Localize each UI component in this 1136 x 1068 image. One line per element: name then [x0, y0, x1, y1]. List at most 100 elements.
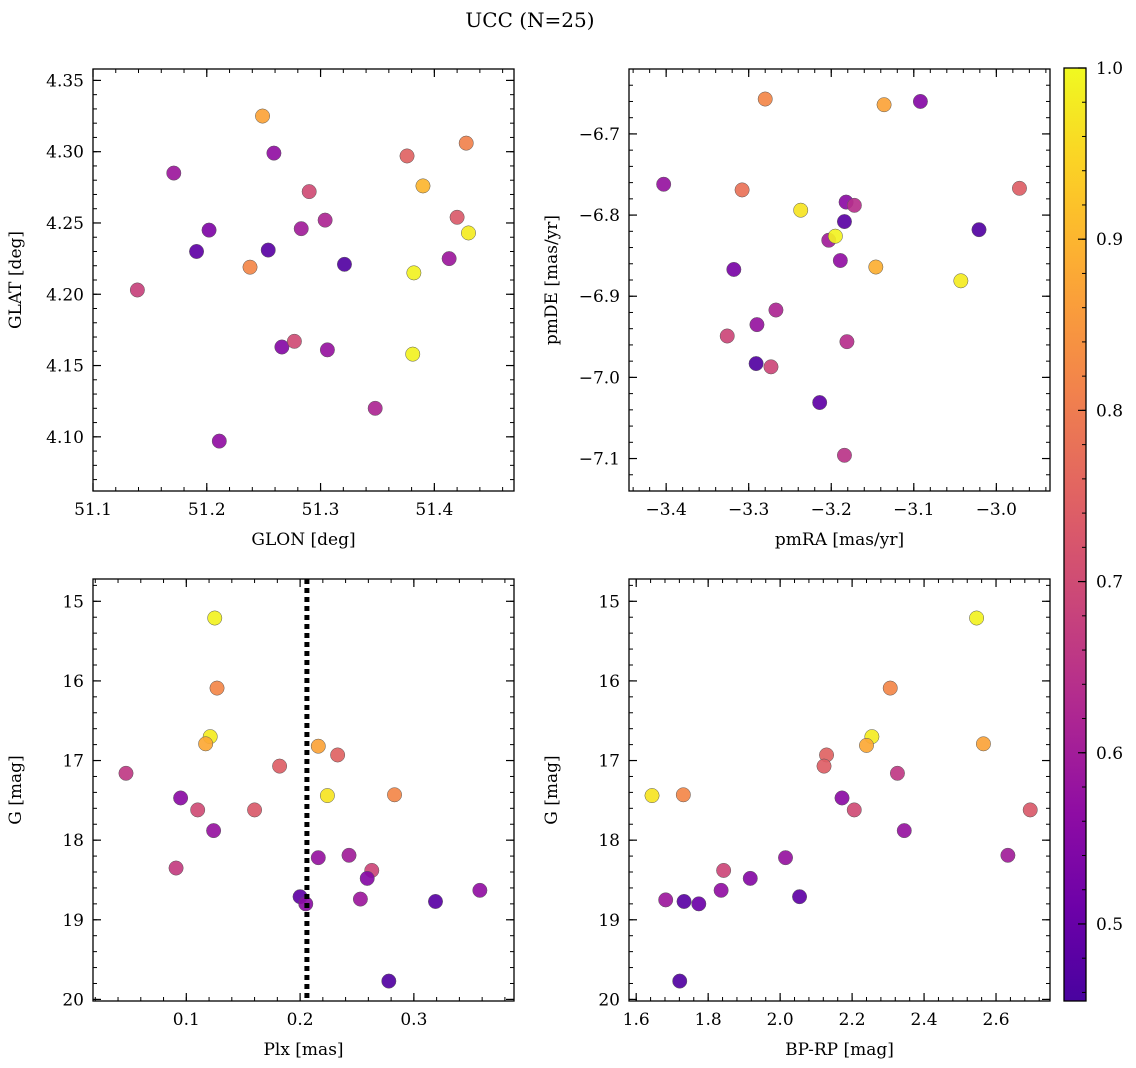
data-point — [675, 787, 691, 803]
x-tick-label: 51.2 — [188, 500, 226, 520]
x-tick-label: 2.4 — [911, 1010, 938, 1030]
data-point — [168, 860, 184, 876]
data-point — [748, 356, 764, 372]
x-axis-label: BP-RP [mag] — [785, 1040, 894, 1060]
data-point — [449, 209, 465, 225]
data-point — [726, 262, 742, 277]
data-point — [793, 202, 809, 218]
data-point — [778, 850, 793, 866]
data-point — [859, 737, 874, 753]
data-point — [441, 251, 457, 267]
data-point — [310, 738, 326, 754]
y-tick-label: 15 — [62, 592, 84, 612]
data-point — [1022, 802, 1038, 818]
x-tick-label: 0.1 — [173, 1010, 200, 1030]
data-point — [260, 242, 276, 258]
data-point — [129, 282, 145, 298]
x-tick-label: −3.3 — [728, 500, 769, 520]
data-point — [971, 222, 987, 238]
figure-title: UCC (N=25) — [465, 8, 594, 32]
y-tick-label: 4.10 — [46, 428, 84, 448]
data-point — [792, 889, 808, 905]
data-point — [189, 244, 204, 259]
data-point — [266, 145, 282, 161]
x-tick-label: −3.2 — [811, 500, 852, 520]
data-point — [1000, 847, 1016, 863]
x-tick-label: 51.3 — [302, 500, 340, 520]
data-point — [676, 894, 692, 909]
x-tick-label: 2.6 — [983, 1010, 1010, 1030]
axes-frame — [92, 68, 515, 492]
data-point — [274, 339, 290, 355]
y-tick-label: 16 — [598, 672, 620, 692]
data-point — [211, 433, 227, 449]
data-point — [832, 253, 848, 268]
colorbar-gradient — [1063, 67, 1087, 1002]
data-point — [317, 212, 333, 228]
data-point — [319, 342, 335, 358]
data-point — [352, 891, 368, 907]
data-point — [975, 736, 991, 752]
data-point — [406, 265, 422, 281]
x-axis-label: Plx [mas] — [263, 1040, 343, 1060]
x-tick-label: −3.0 — [976, 500, 1017, 520]
data-point — [458, 135, 474, 151]
data-points — [644, 610, 1038, 989]
data-points — [656, 91, 1027, 463]
data-point — [656, 176, 672, 192]
data-point — [293, 221, 309, 237]
y-tick-label: 4.30 — [46, 143, 84, 163]
y-tick-label: 17 — [62, 752, 84, 772]
scatter-panel-2: −3.4 −3.3 −3.2 −3.1 −3.0 −7.1 −7.0 −6.9 −6.8 −6.7… — [542, 68, 1051, 550]
x-tick-label: 2.0 — [767, 1010, 794, 1030]
data-point — [190, 802, 206, 818]
y-tick-label: 4.15 — [46, 357, 84, 377]
colorbar-tick-label: 1.0 — [1096, 59, 1123, 79]
x-axis-label: pmRA [mas/yr] — [775, 530, 904, 550]
y-axis-label: pmDE [mas/yr] — [542, 215, 562, 345]
y-tick-label: 20 — [62, 990, 84, 1010]
data-point — [812, 395, 828, 410]
y-axis-label: GLAT [deg] — [6, 231, 26, 329]
data-point — [839, 334, 855, 350]
x-tick-label: 51.1 — [74, 500, 112, 520]
data-point — [198, 736, 214, 752]
data-point — [173, 790, 189, 806]
scatter-panel-3: 0.1 0.2 0.3 15 16 17 18 19 20 Plx [mas] G [mag] — [6, 578, 515, 1060]
y-tick-label: 16 — [62, 672, 84, 692]
data-point — [381, 973, 397, 989]
y-tick-label: 15 — [598, 592, 620, 612]
data-point — [889, 765, 905, 781]
axes-frame — [628, 578, 1051, 1002]
y-tick-label: 4.35 — [46, 71, 84, 91]
data-points — [118, 610, 488, 989]
y-tick-label: −6.8 — [579, 206, 620, 226]
data-point — [472, 882, 488, 898]
data-point — [206, 823, 222, 839]
data-point — [816, 758, 832, 774]
data-point — [286, 333, 302, 349]
scatter-panel-1: 51.1 51.2 51.3 51.4 4.10 4.15 4.20 4.25 4.30 4.35… — [6, 68, 515, 550]
data-point — [428, 894, 443, 909]
colorbar: 0.5 0.6 0.7 0.8 0.9 1.0 — [1063, 59, 1123, 1002]
data-point — [658, 892, 674, 908]
x-tick-label: 51.4 — [415, 500, 453, 520]
x-tick-label: −3.1 — [893, 500, 934, 520]
data-point — [461, 225, 476, 241]
data-point — [882, 680, 898, 696]
data-point — [763, 359, 779, 375]
x-tick-label: 1.8 — [695, 1010, 722, 1030]
data-point — [301, 184, 317, 200]
data-point — [255, 108, 270, 124]
data-point — [319, 788, 335, 804]
y-tick-label: 20 — [598, 990, 620, 1010]
data-point — [341, 847, 357, 863]
data-point — [846, 197, 862, 213]
axes-frame — [92, 578, 515, 1002]
data-points — [129, 108, 476, 449]
data-point — [399, 148, 415, 164]
data-point — [734, 182, 750, 198]
data-point — [868, 259, 884, 275]
data-point — [896, 823, 912, 839]
data-point — [969, 610, 985, 626]
